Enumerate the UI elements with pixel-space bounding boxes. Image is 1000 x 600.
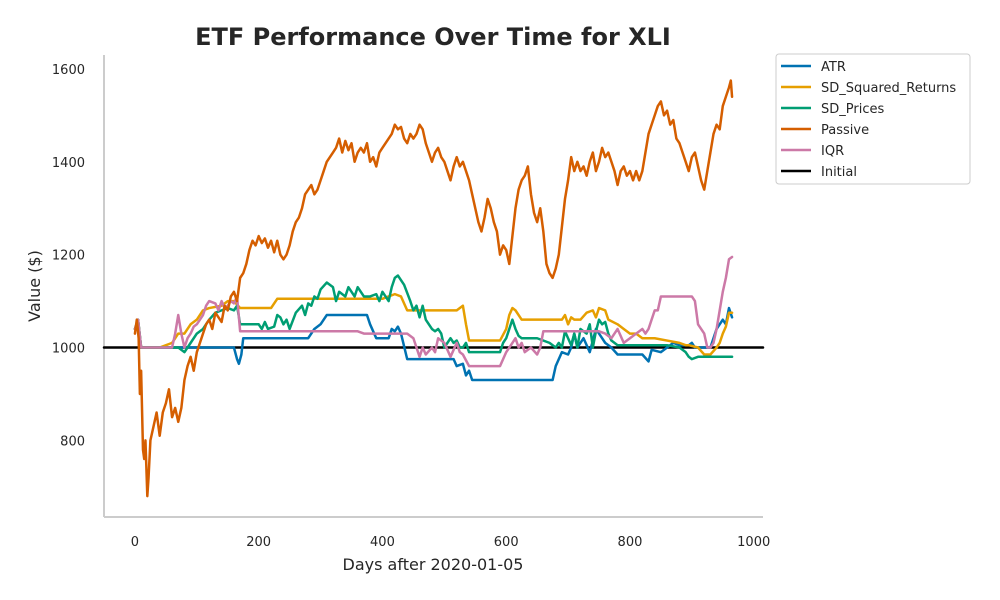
x-axis-label: Days after 2020-01-05: [343, 555, 524, 574]
legend-box: [775, 53, 971, 185]
x-tick-label: 600: [494, 535, 519, 550]
legend-label-initial: Initial: [821, 165, 857, 180]
legend-label-atr: ATR: [821, 60, 846, 75]
y-tick-label: 800: [60, 434, 85, 449]
x-tick-label: 400: [370, 535, 395, 550]
legend-label-passive: Passive: [821, 123, 869, 138]
legend-label-iqr: IQR: [821, 144, 844, 159]
y-axis-label: Value ($): [25, 250, 44, 322]
y-tick-label: 1200: [52, 249, 85, 264]
series-line-sd-squared-returns: [133, 292, 734, 356]
legend-label-sd-squared-returns: SD_Squared_Returns: [821, 81, 956, 96]
series-line-iqr: [133, 255, 734, 368]
series-line-sd-prices: [133, 274, 734, 361]
y-tick-label: 1400: [52, 156, 85, 171]
x-tick-label: 800: [618, 535, 643, 550]
series-line-passive: [133, 79, 734, 498]
y-tick-label: 1000: [52, 342, 85, 357]
chart-title: ETF Performance Over Time for XLI: [195, 23, 671, 51]
series-lines: [102, 79, 765, 498]
legend-label-sd-prices: SD_Prices: [821, 102, 884, 117]
x-tick-label: 0: [131, 535, 139, 550]
y-tick-label: 1600: [52, 63, 85, 78]
axes: 0 200 400 600 800 1000 800 1000 1200 1400 1600: [52, 55, 770, 550]
legend: ATR SD_Squared_Returns SD_Prices Passive IQR…: [775, 53, 971, 185]
x-tick-label: 1000: [737, 535, 770, 550]
series-line-atr: [133, 306, 734, 382]
x-tick-label: 200: [246, 535, 271, 550]
